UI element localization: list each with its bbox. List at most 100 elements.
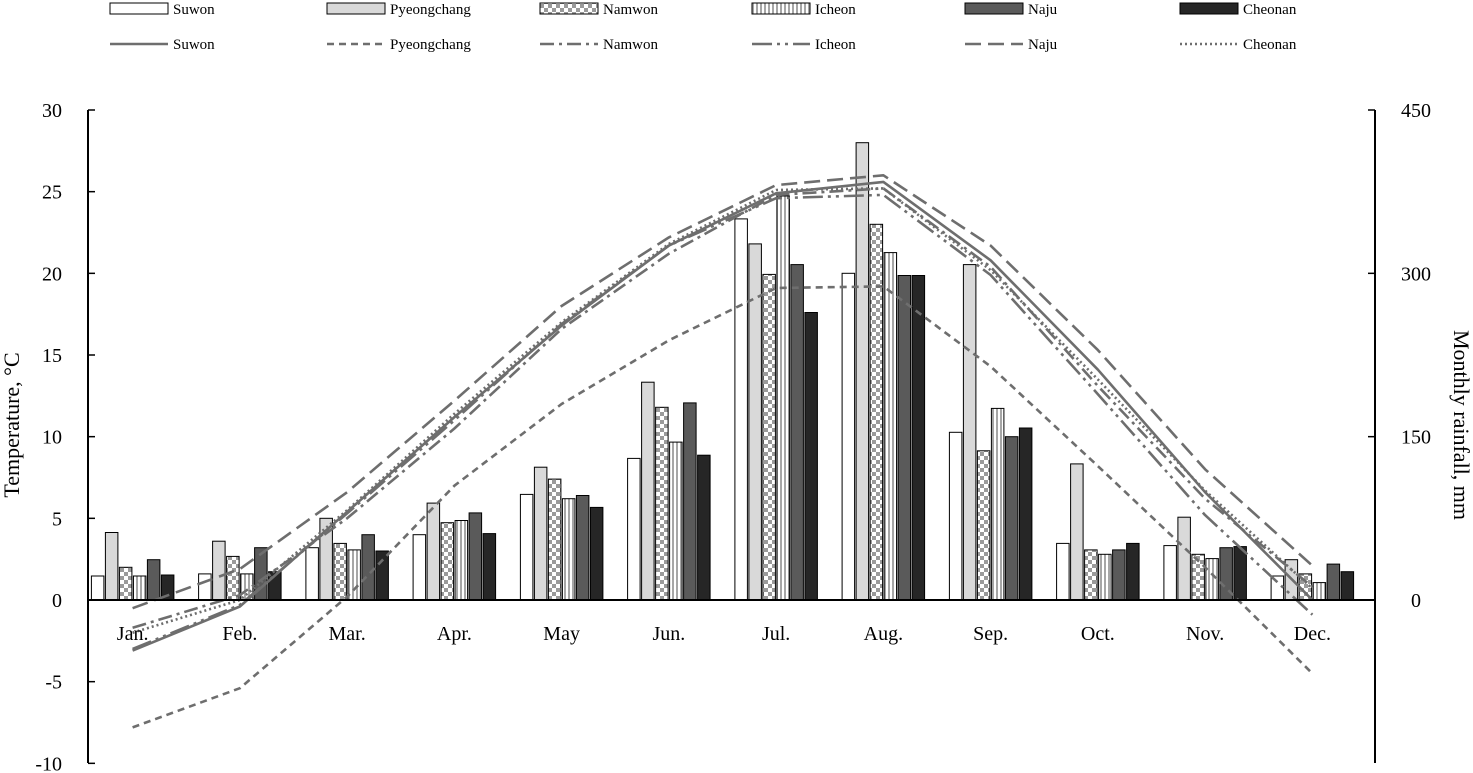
legend-bar-swatch-pyeongchang	[326, 2, 386, 15]
bar-pyeongchang-9	[962, 264, 977, 601]
bar-cheonan-4	[482, 533, 497, 601]
bar-namwon-5	[547, 478, 562, 601]
bar-naju-3	[361, 534, 375, 601]
bar-naju-5	[575, 495, 590, 601]
legend-bar-swatch-suwon	[109, 2, 169, 15]
bar-cheonan-7	[804, 312, 818, 601]
bar-namwon-6	[655, 406, 669, 601]
x-tick-label: Oct.	[1081, 623, 1115, 645]
bar-cheonan-6	[697, 454, 711, 601]
bar-icheon-4	[454, 520, 469, 601]
bar-cheonan-5	[589, 506, 604, 601]
bar-pyeongchang-8	[855, 142, 870, 601]
bar-icheon-10	[1098, 553, 1112, 601]
x-tick-label: Apr.	[437, 623, 472, 645]
bar-naju-8	[897, 275, 912, 601]
legend-bar-label-cheonan: Cheonan	[1243, 2, 1297, 18]
bar-pyeongchang-2	[212, 540, 226, 601]
bar-suwon-1	[90, 575, 105, 601]
y-axis-left-title: Temperature, °C	[0, 352, 24, 497]
bar-naju-6	[683, 402, 697, 601]
bar-suwon-10	[1056, 542, 1070, 601]
line-cheonan	[132, 187, 1314, 634]
y-left-tick-label: -5	[45, 672, 62, 694]
bar-icheon-7	[776, 195, 790, 601]
bar-series-group	[90, 142, 1355, 601]
bar-icheon-6	[669, 441, 683, 601]
bar-cheonan-9	[1018, 427, 1033, 601]
bar-cheonan-10	[1126, 542, 1140, 601]
legend-bar-label-pyeongchang: Pyeongchang	[390, 2, 471, 18]
bar-suwon-8	[841, 272, 856, 601]
bar-pyeongchang-5	[533, 466, 548, 601]
y-left-tick-label: 30	[42, 100, 62, 122]
x-tick-label: Jul.	[762, 623, 790, 645]
x-tick-label: Jan.	[117, 623, 149, 645]
line-naju	[132, 174, 1314, 610]
y-left-tick-label: 5	[52, 508, 62, 530]
legend-bar-swatch-cheonan	[1179, 2, 1239, 15]
bar-icheon-5	[561, 498, 576, 601]
bar-suwon-3	[305, 547, 319, 601]
legend-bar-swatch-namwon	[539, 2, 599, 15]
bar-suwon-4	[412, 534, 427, 601]
y-right-tick-label: 0	[1411, 590, 1421, 612]
y-right-tick-label: 300	[1401, 263, 1431, 285]
x-tick-label: Sep.	[973, 623, 1008, 645]
y-left-tick-label: 10	[42, 427, 62, 449]
y-left-tick-label: 0	[52, 590, 62, 612]
legend-line-label-icheon: Icheon	[815, 37, 856, 53]
bar-cheonan-8	[911, 275, 926, 601]
line-namwon	[132, 187, 1314, 630]
x-tick-label: May	[543, 623, 580, 645]
bar-naju-9	[1004, 436, 1019, 601]
y-right-tick-label: 450	[1401, 100, 1431, 122]
bar-naju-1	[146, 559, 161, 601]
x-tick-label: Jun.	[652, 623, 685, 645]
line-suwon	[132, 180, 1314, 652]
bar-suwon-5	[519, 493, 534, 601]
bar-suwon-7	[734, 218, 748, 601]
bar-pyeongchang-11	[1177, 516, 1191, 601]
legend-line-label-naju: Naju	[1028, 37, 1058, 53]
bar-namwon-3	[333, 542, 347, 601]
bar-pyeongchang-6	[641, 381, 655, 601]
bar-suwon-2	[198, 573, 212, 601]
legend-bar-label-naju: Naju	[1028, 2, 1058, 18]
x-tick-label: Aug.	[864, 623, 903, 645]
line-pyeongchang	[132, 285, 1314, 729]
bar-namwon-4	[440, 522, 455, 601]
bar-suwon-9	[948, 431, 963, 601]
x-tick-label: Dec.	[1294, 623, 1331, 645]
y-right-tick-label: 150	[1401, 427, 1431, 449]
y-left-tick-label: 25	[42, 182, 62, 204]
bar-pyeongchang-10	[1070, 463, 1084, 601]
bar-icheon-8	[883, 252, 898, 601]
bar-suwon-11	[1163, 545, 1177, 601]
legend-bar-label-icheon: Icheon	[815, 2, 856, 18]
bar-namwon-1	[118, 566, 133, 601]
bar-cheonan-12	[1340, 571, 1355, 601]
bar-naju-4	[468, 512, 483, 601]
legend-line-label-pyeongchang: Pyeongchang	[390, 37, 471, 53]
bar-icheon-1	[132, 575, 147, 601]
bar-icheon-11	[1205, 558, 1219, 601]
bar-namwon-2	[226, 555, 240, 601]
legend-line-label-suwon: Suwon	[173, 37, 215, 53]
legend-bar-swatch-naju	[964, 2, 1024, 15]
bar-namwon-10	[1084, 549, 1098, 601]
y-left-tick-label: 15	[42, 345, 62, 367]
y-left-tick-label: -10	[35, 753, 62, 773]
bar-icheon-3	[347, 549, 361, 601]
bar-namwon-7	[762, 273, 776, 601]
x-tick-label: Feb.	[222, 623, 257, 645]
bar-namwon-8	[869, 223, 884, 601]
bar-namwon-9	[976, 450, 991, 601]
bar-cheonan-3	[375, 550, 389, 601]
bar-icheon-12	[1312, 582, 1327, 601]
bar-naju-7	[790, 264, 804, 601]
x-tick-label: Mar.	[329, 623, 366, 645]
bar-naju-10	[1112, 549, 1126, 601]
